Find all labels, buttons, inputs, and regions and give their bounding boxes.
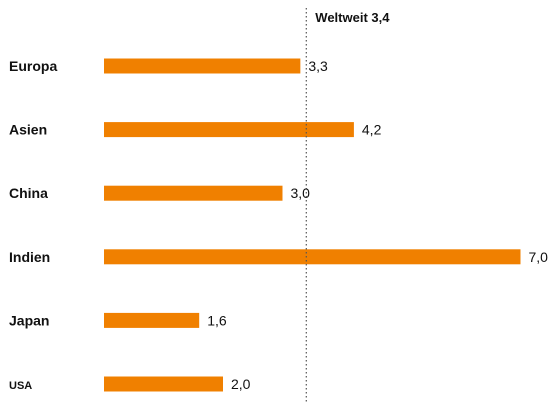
category-label-asien: Asien	[9, 122, 47, 138]
value-label-europa: 3,3	[308, 58, 328, 74]
bar-indien	[104, 249, 521, 265]
bar-china	[104, 185, 283, 201]
bar-asien	[104, 122, 354, 138]
category-label-europa: Europa	[9, 58, 57, 74]
value-label-indien: 7,0	[529, 249, 548, 265]
category-label-usa: USA	[9, 380, 32, 392]
bar-usa	[104, 376, 223, 392]
value-label-usa: 2,0	[231, 376, 251, 392]
value-label-china: 3,0	[291, 185, 311, 201]
reference-line-label: Weltweit 3,4	[315, 10, 390, 25]
value-label-asien: 4,2	[362, 122, 382, 138]
category-label-indien: Indien	[9, 249, 50, 265]
bar-japan	[104, 312, 200, 328]
bars-layer	[104, 58, 521, 392]
category-label-china: China	[9, 185, 48, 201]
labels-layer: Europa 3,3 Asien 4,2 China 3,0 Indien 7,0 Japan 1…	[9, 58, 548, 392]
category-label-japan: Japan	[9, 312, 49, 328]
bar-europa	[104, 58, 301, 74]
value-label-japan: 1,6	[207, 312, 227, 328]
